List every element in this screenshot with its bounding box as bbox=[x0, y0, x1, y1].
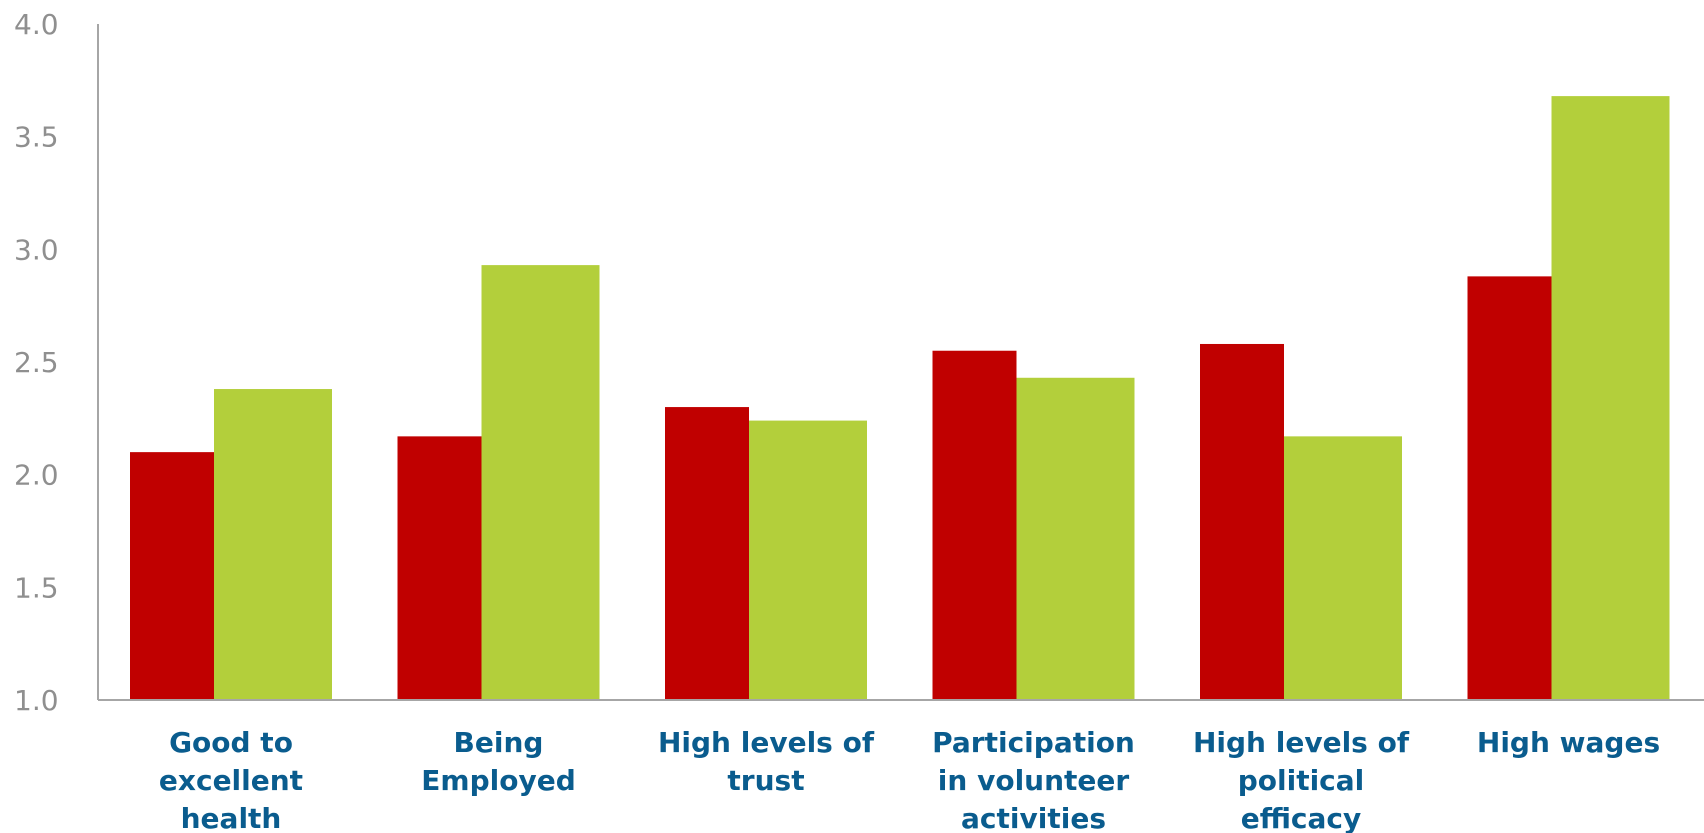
y-tick-label: 2.5 bbox=[14, 346, 59, 379]
x-category-label-line: trust bbox=[727, 764, 804, 797]
x-category-label-line: excellent bbox=[159, 764, 303, 797]
x-category-label-line: High levels of bbox=[658, 726, 875, 759]
x-category-label: Good to excellent health bbox=[159, 726, 303, 833]
x-category-label-line: Employed bbox=[421, 764, 575, 797]
bar-series-2 bbox=[1284, 436, 1402, 700]
bar-series-1 bbox=[1467, 276, 1552, 700]
bar-series-1 bbox=[130, 452, 214, 700]
x-category-label-line: High wages bbox=[1477, 726, 1660, 759]
x-category-label-line: efficacy bbox=[1241, 802, 1362, 833]
x-category-label: Being Employed bbox=[421, 726, 575, 797]
y-tick-label: 1.0 bbox=[14, 684, 59, 717]
x-category-label: High levels of political efficacy bbox=[1193, 726, 1410, 833]
y-tick-labels: 1.0 1.5 2.0 2.5 3.0 3.5 4.0 bbox=[14, 8, 59, 717]
x-category-label-line: activities bbox=[961, 802, 1106, 833]
y-tick-label: 4.0 bbox=[14, 8, 59, 41]
bar-series-1 bbox=[665, 407, 749, 700]
y-tick-label: 3.0 bbox=[14, 233, 59, 266]
y-tick-label: 2.0 bbox=[14, 459, 59, 492]
bar-series-2 bbox=[481, 265, 600, 700]
x-category-label: Participation in volunteer activities bbox=[932, 726, 1135, 833]
bar-series-1 bbox=[397, 436, 482, 700]
bar-series-1 bbox=[932, 350, 1017, 700]
x-category-label-line: Being bbox=[454, 726, 544, 759]
bar-series-2 bbox=[1551, 96, 1670, 700]
x-category-labels: Good to excellent health Being Employed High … bbox=[159, 726, 1660, 833]
x-category-label-line: political bbox=[1238, 764, 1365, 797]
bar-series-2 bbox=[1016, 377, 1135, 700]
bar-series-2 bbox=[749, 420, 867, 700]
y-tick-label: 3.5 bbox=[14, 121, 59, 154]
x-category-label: High wages bbox=[1477, 726, 1660, 759]
bar-series-1 bbox=[1200, 343, 1284, 700]
x-category-label-line: health bbox=[181, 802, 282, 833]
x-category-label-line: in volunteer bbox=[938, 764, 1130, 797]
bars-layer bbox=[130, 96, 1670, 700]
x-category-label-line: Good to bbox=[169, 726, 293, 759]
axes-layer bbox=[97, 24, 1704, 701]
y-tick-label: 1.5 bbox=[14, 571, 59, 604]
x-category-label: High levels of trust bbox=[658, 726, 875, 797]
bar-series-2 bbox=[214, 389, 332, 700]
x-category-label-line: High levels of bbox=[1193, 726, 1410, 759]
x-category-label-line: Participation bbox=[932, 726, 1135, 759]
